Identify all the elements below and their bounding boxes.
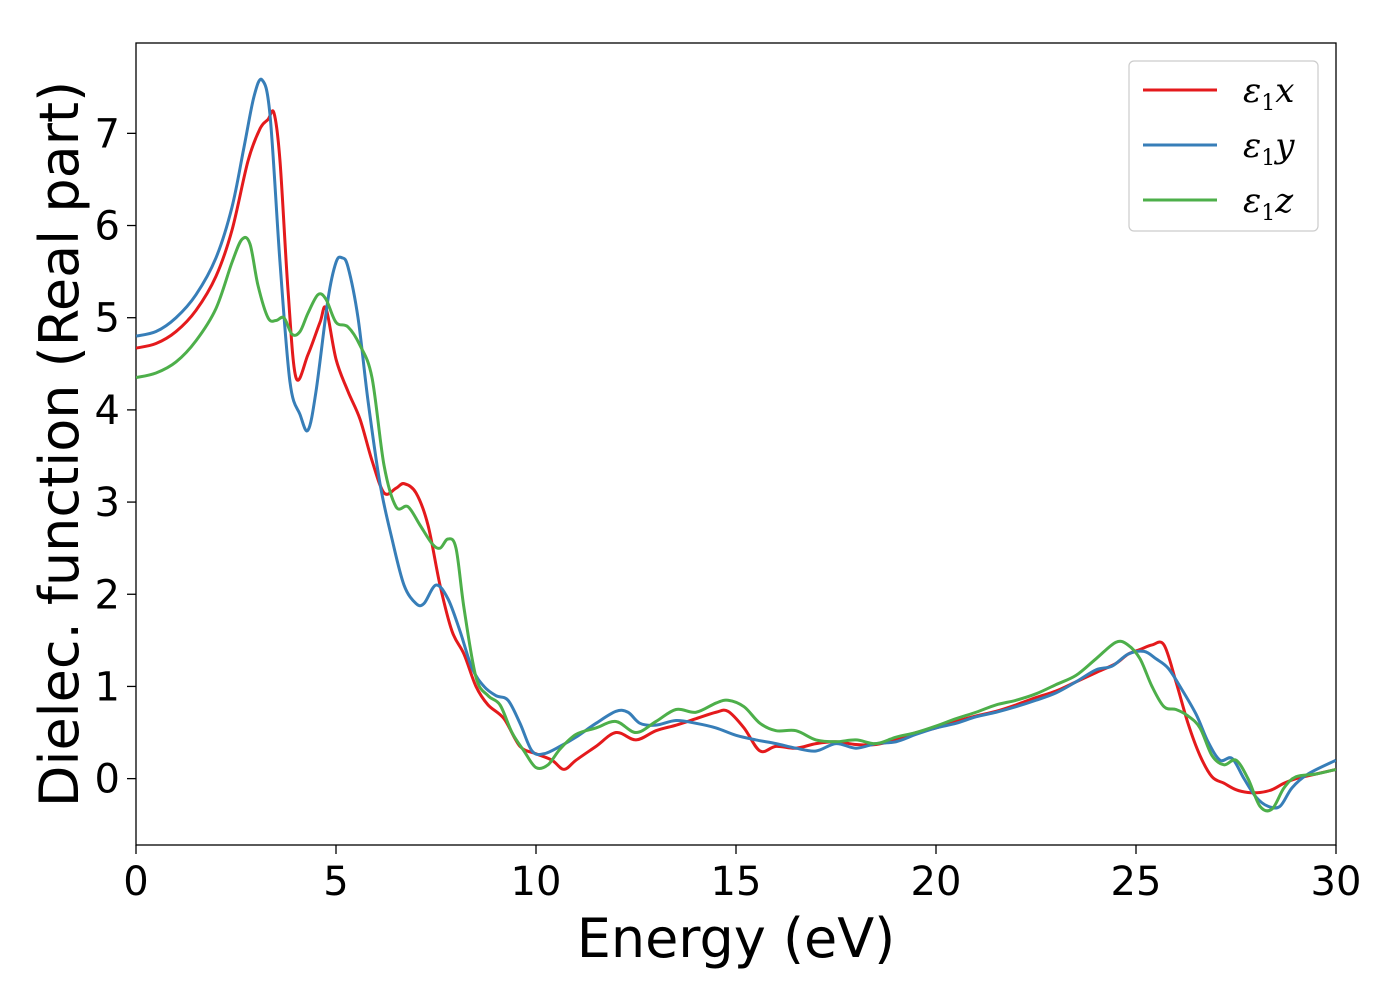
x-axis-title: Energy (eV) xyxy=(577,907,896,970)
legend-item-y: ε1y xyxy=(1143,126,1295,171)
y-tick-label: 3 xyxy=(95,480,120,526)
x-tick-label: 0 xyxy=(123,859,148,905)
x-tick-label: 25 xyxy=(1111,859,1162,905)
series-layer xyxy=(136,77,1336,813)
legend-box xyxy=(1128,60,1319,232)
legend-label: ε1x xyxy=(1243,71,1294,116)
legend-item-x: ε1x xyxy=(1143,71,1294,116)
series-line-z xyxy=(136,235,1336,813)
x-tick-label: 30 xyxy=(1311,859,1362,905)
x-tick-label: 5 xyxy=(323,859,348,905)
y-tick-label: 2 xyxy=(95,572,120,618)
x-tick-label: 10 xyxy=(511,859,562,905)
y-axis-title: Dielec. function (Real part) xyxy=(28,81,91,807)
series-line-x xyxy=(136,109,1336,795)
legend: ε1x ε1y ε1z xyxy=(1128,60,1319,232)
y-tick-label: 0 xyxy=(95,757,120,803)
legend-label: ε1y xyxy=(1243,126,1295,171)
y-tick-label: 5 xyxy=(95,296,120,342)
x-axis-ticks: 0 5 10 15 20 25 30 xyxy=(123,845,1361,905)
y-tick-label: 7 xyxy=(95,111,120,157)
legend-label: ε1z xyxy=(1243,181,1294,226)
legend-item-z: ε1z xyxy=(1143,181,1294,226)
y-tick-label: 1 xyxy=(95,664,120,710)
series-line-y xyxy=(136,77,1336,810)
x-tick-label: 20 xyxy=(911,859,962,905)
y-tick-label: 4 xyxy=(95,388,120,434)
y-axis-ticks: 0 1 2 3 4 5 6 7 xyxy=(95,111,136,803)
plot-area: 0 5 10 15 20 25 30 0 1 2 3 4 5 6 7 xyxy=(95,42,1361,905)
x-tick-label: 15 xyxy=(711,859,762,905)
y-tick-label: 6 xyxy=(95,204,120,250)
